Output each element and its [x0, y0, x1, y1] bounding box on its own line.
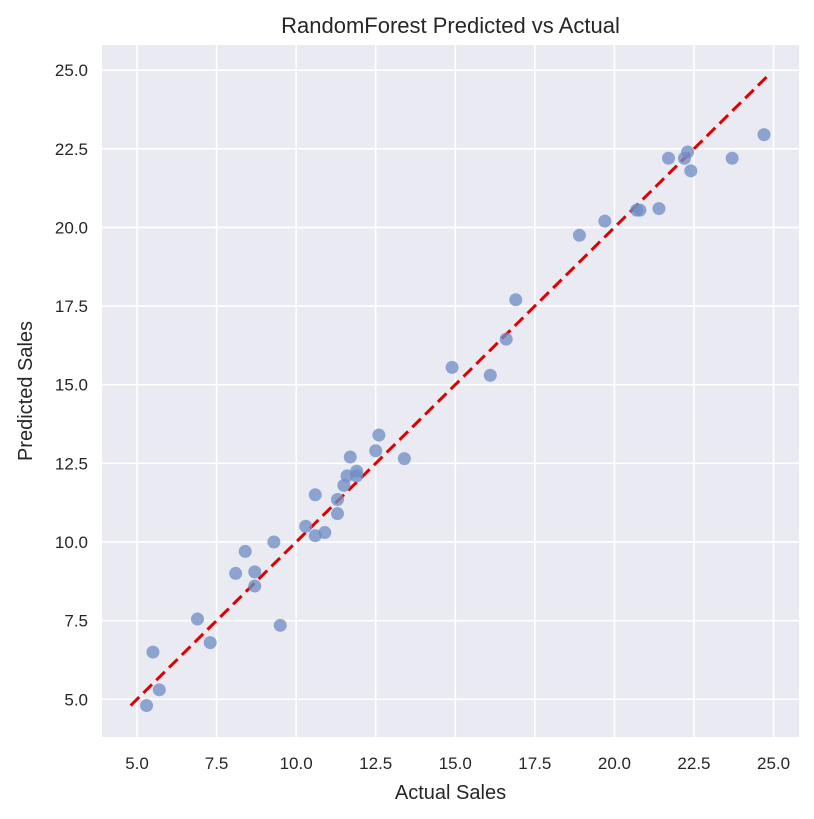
data-point	[190, 612, 204, 626]
data-point	[499, 332, 513, 346]
data-point	[318, 526, 332, 540]
data-point	[652, 202, 666, 216]
x-axis-label: Actual Sales	[395, 782, 506, 804]
x-tick-label: 20.0	[598, 754, 631, 773]
data-point	[229, 566, 243, 580]
y-tick-label: 22.5	[55, 140, 88, 159]
y-tick-label: 20.0	[55, 218, 88, 237]
data-points	[140, 128, 771, 713]
data-point	[146, 645, 160, 659]
y-tick-label: 15.0	[55, 376, 88, 395]
x-tick-label: 10.0	[280, 754, 313, 773]
data-point	[299, 519, 313, 533]
data-point	[369, 444, 383, 458]
x-axis-ticks: 5.0 7.5 10.0 12.5 15.0 17.5 20.0 22.5 25.0	[125, 754, 790, 773]
data-point	[681, 145, 695, 159]
data-point	[725, 151, 739, 165]
reference-line-group	[129, 75, 769, 707]
data-point	[267, 535, 281, 549]
data-point	[350, 464, 364, 478]
data-point	[372, 428, 386, 442]
data-point	[445, 360, 459, 374]
data-point	[331, 507, 345, 521]
data-point	[757, 128, 771, 142]
y-axis-ticks: 5.0 7.5 10.0 12.5 15.0 17.5 20.0 22.5 25.0	[55, 61, 88, 709]
x-tick-label: 7.5	[205, 754, 229, 773]
data-point	[633, 203, 647, 217]
y-axis-label: Predicted Sales	[15, 321, 37, 461]
data-point	[662, 151, 676, 165]
x-tick-label: 22.5	[677, 754, 710, 773]
x-tick-label: 15.0	[439, 754, 472, 773]
y-tick-label: 12.5	[55, 454, 88, 473]
data-point	[248, 565, 262, 579]
x-tick-label: 17.5	[518, 754, 551, 773]
x-tick-label: 12.5	[359, 754, 392, 773]
y-tick-label: 10.0	[55, 533, 88, 552]
data-point	[273, 618, 287, 632]
data-point	[140, 699, 154, 713]
data-point	[152, 683, 166, 697]
x-tick-label: 25.0	[757, 754, 790, 773]
data-point	[343, 450, 357, 464]
y-tick-label: 5.0	[64, 690, 88, 709]
data-point	[331, 493, 345, 507]
data-point	[397, 452, 411, 466]
x-tick-label: 5.0	[125, 754, 149, 773]
data-point	[308, 488, 322, 502]
y-tick-label: 25.0	[55, 61, 88, 80]
data-point	[483, 368, 497, 382]
y-tick-label: 7.5	[64, 612, 88, 631]
data-point	[572, 228, 586, 242]
y-tick-label: 17.5	[55, 297, 88, 316]
data-point	[598, 214, 612, 228]
reference-line	[129, 75, 769, 707]
data-point	[684, 164, 698, 178]
data-point	[203, 636, 217, 650]
data-point	[509, 293, 523, 307]
chart-title: RandomForest Predicted vs Actual	[281, 13, 620, 38]
data-point	[238, 544, 252, 558]
data-point	[248, 579, 262, 593]
